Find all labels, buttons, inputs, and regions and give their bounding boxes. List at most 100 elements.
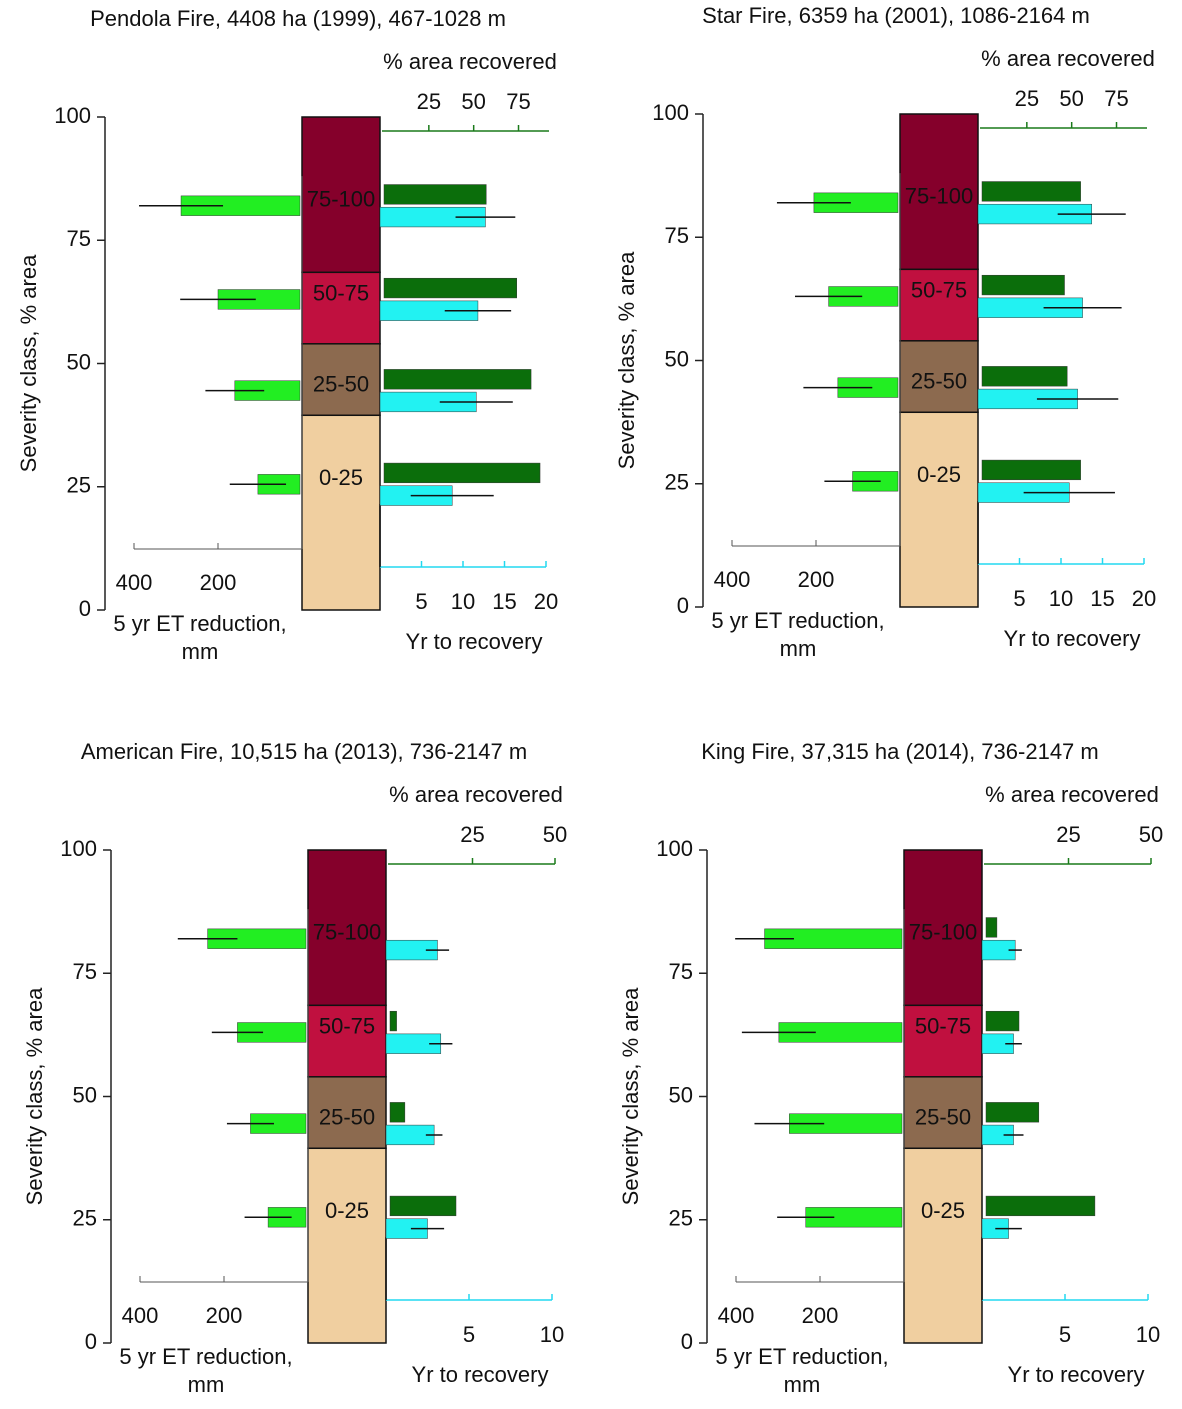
- years-tick-label: 5: [1013, 586, 1025, 611]
- y-tick-label: 25: [665, 470, 689, 495]
- area-axis-label: % area recovered: [389, 782, 563, 807]
- et-axis-label: 5 yr ET reduction, mm: [711, 608, 885, 661]
- area-axis-label: % area recovered: [383, 49, 557, 74]
- area-bar: [383, 462, 541, 484]
- area-tick-label: 50: [1059, 86, 1083, 111]
- years-axis-label: Yr to recovery: [412, 1362, 549, 1387]
- area-axis-label: % area recovered: [985, 782, 1159, 807]
- y-tick-label: 50: [67, 349, 91, 374]
- severity-label: 75-100: [905, 184, 974, 209]
- severity-segment: [899, 268, 979, 342]
- y-tick-label: 75: [67, 226, 91, 251]
- area-tick-label: 75: [506, 89, 530, 114]
- severity-segment: [903, 1147, 983, 1344]
- y-tick-label: 50: [669, 1082, 693, 1107]
- severity-segment: [301, 343, 381, 417]
- area-tick-label: 25: [460, 822, 484, 847]
- severity-label: 50-75: [313, 280, 369, 305]
- severity-segment: [899, 411, 979, 608]
- area-tick-label: 50: [543, 822, 567, 847]
- y-tick-label: 75: [669, 959, 693, 984]
- years-tick-label: 20: [534, 589, 558, 614]
- severity-segment: [301, 414, 381, 611]
- severity-label: 50-75: [911, 277, 967, 302]
- et-tick-label: 400: [714, 567, 751, 592]
- severity-label: 25-50: [319, 1104, 375, 1129]
- years-tick-label: 10: [540, 1322, 564, 1347]
- y-tick-label: 50: [73, 1082, 97, 1107]
- area-tick-label: 25: [417, 89, 441, 114]
- severity-segment: [301, 116, 381, 274]
- panel-title: American Fire, 10,515 ha (2013), 736-214…: [81, 739, 527, 764]
- et-axis-label-box: 5 yr ET reduction, mm: [711, 608, 885, 661]
- et-tick-label: 400: [122, 1303, 159, 1328]
- severity-segment: [899, 340, 979, 414]
- years-tick-label: 5: [415, 589, 427, 614]
- y-tick-label: 75: [73, 959, 97, 984]
- et-axis-label-box: 5 yr ET reduction, mm: [113, 611, 287, 664]
- area-bar: [383, 184, 487, 205]
- et-axis-label: 5 yr ET reduction, mm: [715, 1344, 889, 1397]
- severity-label: 0-25: [917, 462, 961, 487]
- area-bar: [383, 277, 517, 299]
- severity-label: 0-25: [325, 1198, 369, 1223]
- y-tick-label: 0: [681, 1329, 693, 1354]
- et-axis-label: 5 yr ET reduction, mm: [119, 1344, 293, 1397]
- et-tick-label: 200: [798, 567, 835, 592]
- panel: Star Fire, 6359 ha (2001), 1086-2164 m Se…: [614, 3, 1156, 661]
- y-tick-label: 100: [60, 836, 97, 861]
- y-tick-label: 75: [665, 223, 689, 248]
- et-tick-label: 200: [206, 1303, 243, 1328]
- y-axis-label: Severity class, % area: [16, 254, 41, 472]
- et-tick-label: 400: [116, 570, 153, 595]
- severity-label: 50-75: [319, 1013, 375, 1038]
- area-bar: [383, 369, 532, 390]
- y-axis-label: Severity class, % area: [618, 987, 643, 1205]
- y-tick-label: 25: [67, 473, 91, 498]
- y-tick-label: 25: [669, 1206, 693, 1231]
- y-tick-label: 25: [73, 1206, 97, 1231]
- years-tick-label: 10: [1136, 1322, 1160, 1347]
- area-bar: [985, 1102, 1040, 1123]
- panel: American Fire, 10,515 ha (2013), 736-214…: [22, 739, 567, 1397]
- years-axis-label: Yr to recovery: [1004, 626, 1141, 651]
- et-tick-label: 400: [718, 1303, 755, 1328]
- area-bar: [981, 181, 1081, 202]
- y-tick-label: 0: [85, 1329, 97, 1354]
- area-bar: [985, 1010, 1020, 1032]
- years-axis-label: Yr to recovery: [1008, 1362, 1145, 1387]
- y-tick-label: 100: [54, 103, 91, 128]
- area-tick-label: 50: [461, 89, 485, 114]
- severity-segment: [903, 1076, 983, 1150]
- y-tick-label: 0: [677, 593, 689, 618]
- area-bar: [981, 459, 1081, 481]
- severity-segment: [307, 1147, 387, 1344]
- severity-label: 75-100: [313, 920, 382, 945]
- area-tick-label: 25: [1015, 86, 1039, 111]
- et-axis-label: 5 yr ET reduction, mm: [113, 611, 287, 664]
- et-tick-label: 200: [200, 570, 237, 595]
- area-bar: [985, 1195, 1096, 1217]
- severity-segment: [903, 849, 983, 1007]
- severity-label: 0-25: [319, 465, 363, 490]
- years-tick-label: 15: [1090, 586, 1114, 611]
- severity-label: 0-25: [921, 1198, 965, 1223]
- area-tick-label: 50: [1139, 822, 1163, 847]
- years-tick-label: 10: [1049, 586, 1073, 611]
- y-tick-label: 100: [652, 100, 689, 125]
- y-tick-label: 50: [665, 346, 689, 371]
- area-bar: [985, 917, 998, 938]
- severity-label: 25-50: [915, 1104, 971, 1129]
- panel: Pendola Fire, 4408 ha (1999), 467-1028 m…: [16, 6, 558, 664]
- y-axis-label: Severity class, % area: [22, 987, 47, 1205]
- area-tick-label: 25: [1056, 822, 1080, 847]
- years-axis-label: Yr to recovery: [406, 629, 543, 654]
- years-tick-label: 20: [1132, 586, 1156, 611]
- severity-label: 75-100: [307, 187, 376, 212]
- panel-title: Pendola Fire, 4408 ha (1999), 467-1028 m: [90, 6, 506, 31]
- et-axis-label-box: 5 yr ET reduction, mm: [119, 1344, 293, 1397]
- severity-label: 75-100: [909, 920, 978, 945]
- severity-label: 50-75: [915, 1013, 971, 1038]
- area-axis-label: % area recovered: [981, 46, 1155, 71]
